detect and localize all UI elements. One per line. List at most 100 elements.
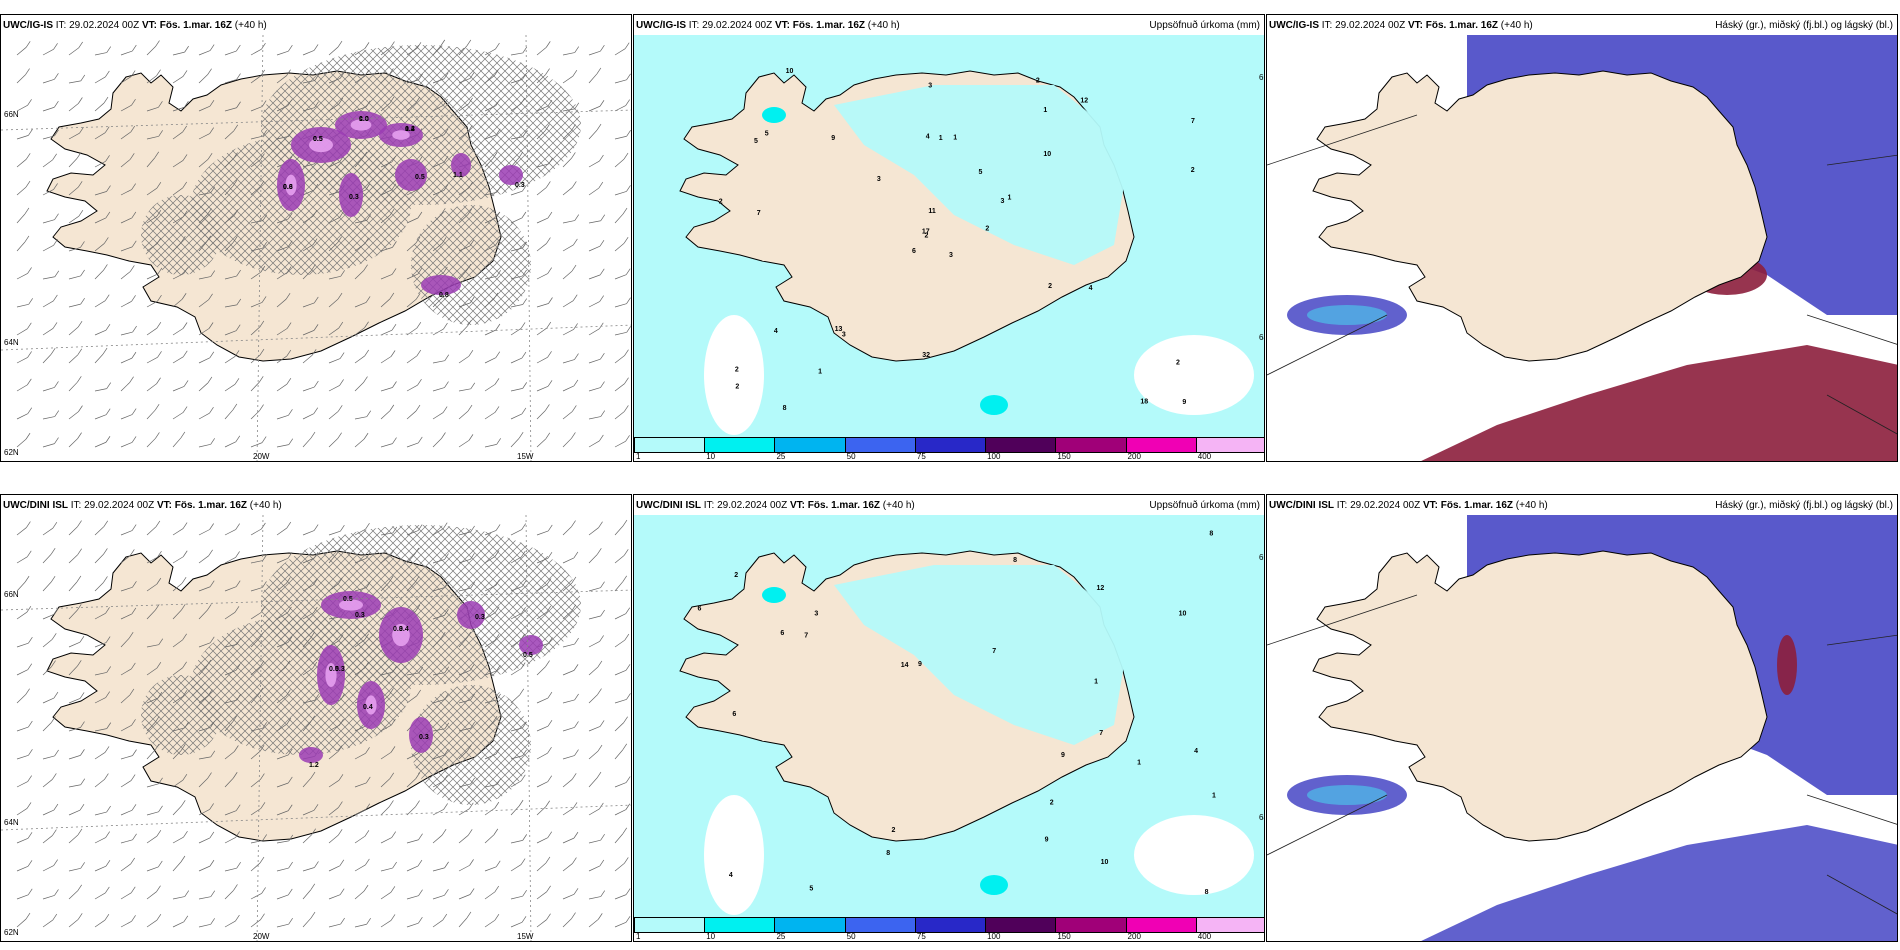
wind-barb (16, 105, 28, 112)
precip-value-label: 3 (814, 611, 818, 618)
wind-barb (16, 781, 28, 788)
wind-barb (146, 610, 156, 620)
wind-barb (146, 919, 158, 928)
wind-barb (250, 893, 262, 900)
wind-barb (626, 693, 631, 700)
wind-barb (510, 437, 520, 448)
wind-barb (536, 386, 549, 392)
wind-barb (52, 153, 57, 161)
wind-barb (206, 659, 212, 667)
wind-barb (182, 70, 188, 77)
wind-barb (103, 264, 108, 271)
wind-barb (94, 270, 104, 280)
wind-barb (600, 833, 605, 841)
wind-barb (562, 270, 573, 280)
wind-barb (432, 328, 444, 336)
wind-barb (42, 835, 53, 844)
wind-barb (234, 350, 240, 357)
wind-barb (625, 99, 630, 106)
wind-barb (146, 749, 156, 760)
wind-barb (157, 550, 162, 558)
wind-barb (302, 189, 315, 196)
wind-barb (313, 407, 319, 414)
wind-barb (68, 698, 81, 704)
wind-barb (520, 633, 525, 641)
wind-barb (68, 641, 81, 648)
wind-barb (198, 695, 209, 704)
wind-barb (120, 301, 132, 308)
longitude-line (256, 34, 264, 461)
wind-barb (131, 804, 137, 811)
wind-barb (68, 438, 78, 448)
wind-barb (573, 379, 579, 387)
wind-barb (614, 303, 627, 308)
boundary-line (1826, 634, 1897, 646)
wind-barb (545, 124, 550, 131)
wind-barb (262, 722, 267, 729)
wind-barb (313, 524, 319, 531)
wind-barb (94, 329, 107, 336)
wind-barb (54, 410, 60, 417)
wind-barb (458, 245, 471, 252)
wind-barb (120, 271, 131, 280)
wind-barb (120, 131, 131, 140)
wind-barb (250, 220, 263, 224)
wind-barb (182, 125, 188, 133)
colorbar-tick-label: 1 (636, 932, 641, 941)
wind-barb (484, 640, 496, 648)
wind-barb (52, 829, 57, 836)
wind-barb (484, 134, 497, 140)
wind-barb (146, 891, 157, 900)
wind-barb (380, 189, 392, 196)
wind-barb (380, 806, 390, 816)
wind-barb (146, 383, 157, 392)
wind-barb (484, 384, 496, 392)
wind-barb (614, 639, 626, 648)
wind-barb (261, 100, 267, 107)
wind-barb (495, 128, 501, 136)
wind-barb (235, 580, 241, 587)
wind-barb (42, 614, 55, 620)
init-time: IT: 29.02.2024 00Z (1336, 500, 1421, 511)
wind-barb (418, 833, 423, 840)
wind-barb (562, 526, 572, 536)
wind-barb (458, 531, 471, 536)
wind-barb (235, 324, 241, 331)
wind-barb (158, 101, 163, 108)
wind-barb (94, 217, 107, 224)
wind-barb (466, 39, 472, 47)
wind-barb (626, 73, 631, 81)
wind-barb (261, 436, 267, 443)
wind-barb (468, 181, 473, 189)
wind-barb (432, 104, 444, 112)
wind-barb (442, 913, 448, 921)
wind-barb (536, 105, 549, 112)
wind-barb (562, 244, 574, 252)
wind-barb (68, 187, 79, 196)
wind-barb (391, 268, 397, 275)
wind-barb (53, 859, 58, 866)
wind-barb (496, 270, 501, 277)
wind-barb (120, 921, 132, 928)
wind-barb (536, 303, 549, 308)
wind-barb (198, 133, 210, 140)
wind-barb (470, 525, 475, 533)
wind-barb (417, 267, 423, 275)
wind-barb (338, 97, 344, 105)
wind-barb (206, 235, 212, 243)
precip-dry-area (704, 315, 764, 435)
wind-barb (495, 238, 500, 246)
wind-barb (441, 432, 446, 439)
wind-barb (53, 803, 59, 811)
wind-barb (129, 153, 135, 160)
wind-barb (310, 883, 316, 891)
wind-barb (120, 863, 131, 872)
wind-barb (52, 322, 58, 329)
wind-barb (42, 159, 53, 168)
wind-barb (354, 270, 364, 280)
wind-barb (209, 636, 215, 644)
wind-barb (614, 782, 627, 788)
wind-barb (328, 217, 340, 224)
wind-barb (276, 105, 288, 112)
precip-value-label: 2 (719, 198, 723, 205)
